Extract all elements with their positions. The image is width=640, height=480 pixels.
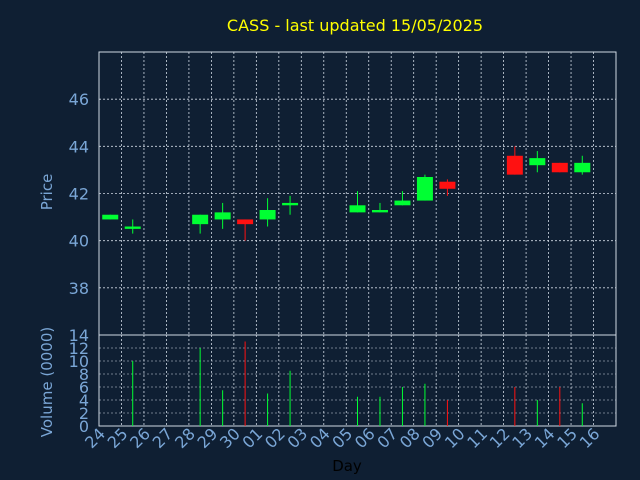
candle-body bbox=[439, 181, 456, 189]
candle-body bbox=[124, 226, 141, 229]
volume-tick-label: 14 bbox=[69, 326, 89, 345]
price-tick-label: 38 bbox=[69, 279, 89, 298]
volume-tick-label: 4 bbox=[79, 391, 89, 410]
candle-body bbox=[282, 202, 299, 206]
chart-title: CASS - last updated 15/05/2025 bbox=[227, 16, 483, 35]
candle-body bbox=[529, 158, 546, 166]
candle-body bbox=[214, 212, 231, 220]
candle-body bbox=[371, 210, 388, 213]
price-tick-label: 40 bbox=[69, 232, 89, 251]
x-axis-label: Day bbox=[332, 457, 362, 475]
price-axis-label: Price bbox=[38, 174, 56, 211]
candle-body bbox=[394, 200, 411, 206]
candle-body bbox=[102, 214, 119, 220]
volume-tick-label: 12 bbox=[69, 339, 89, 358]
volume-tick-label: 6 bbox=[79, 378, 89, 397]
price-panel: 38 40 42 44 46 bbox=[69, 51, 617, 336]
volume-axis-label: Volume (0000) bbox=[38, 327, 56, 437]
volume-tick-label: 0 bbox=[79, 417, 89, 436]
volume-tick-label: 2 bbox=[79, 404, 89, 423]
candle-body bbox=[259, 210, 276, 220]
candle-body bbox=[349, 205, 366, 213]
candle-body bbox=[574, 162, 591, 173]
volume-tick-label: 10 bbox=[69, 352, 89, 371]
candle-body bbox=[192, 214, 209, 225]
candle-body bbox=[506, 155, 523, 175]
candle-body bbox=[237, 219, 254, 225]
price-tick-label: 44 bbox=[69, 137, 89, 156]
candle-body bbox=[551, 162, 568, 173]
candle-body bbox=[416, 176, 433, 201]
price-tick-label: 42 bbox=[69, 185, 89, 204]
x-tick-label: 16 bbox=[576, 424, 604, 452]
price-tick-label: 46 bbox=[69, 90, 89, 109]
volume-tick-label: 8 bbox=[79, 365, 89, 384]
